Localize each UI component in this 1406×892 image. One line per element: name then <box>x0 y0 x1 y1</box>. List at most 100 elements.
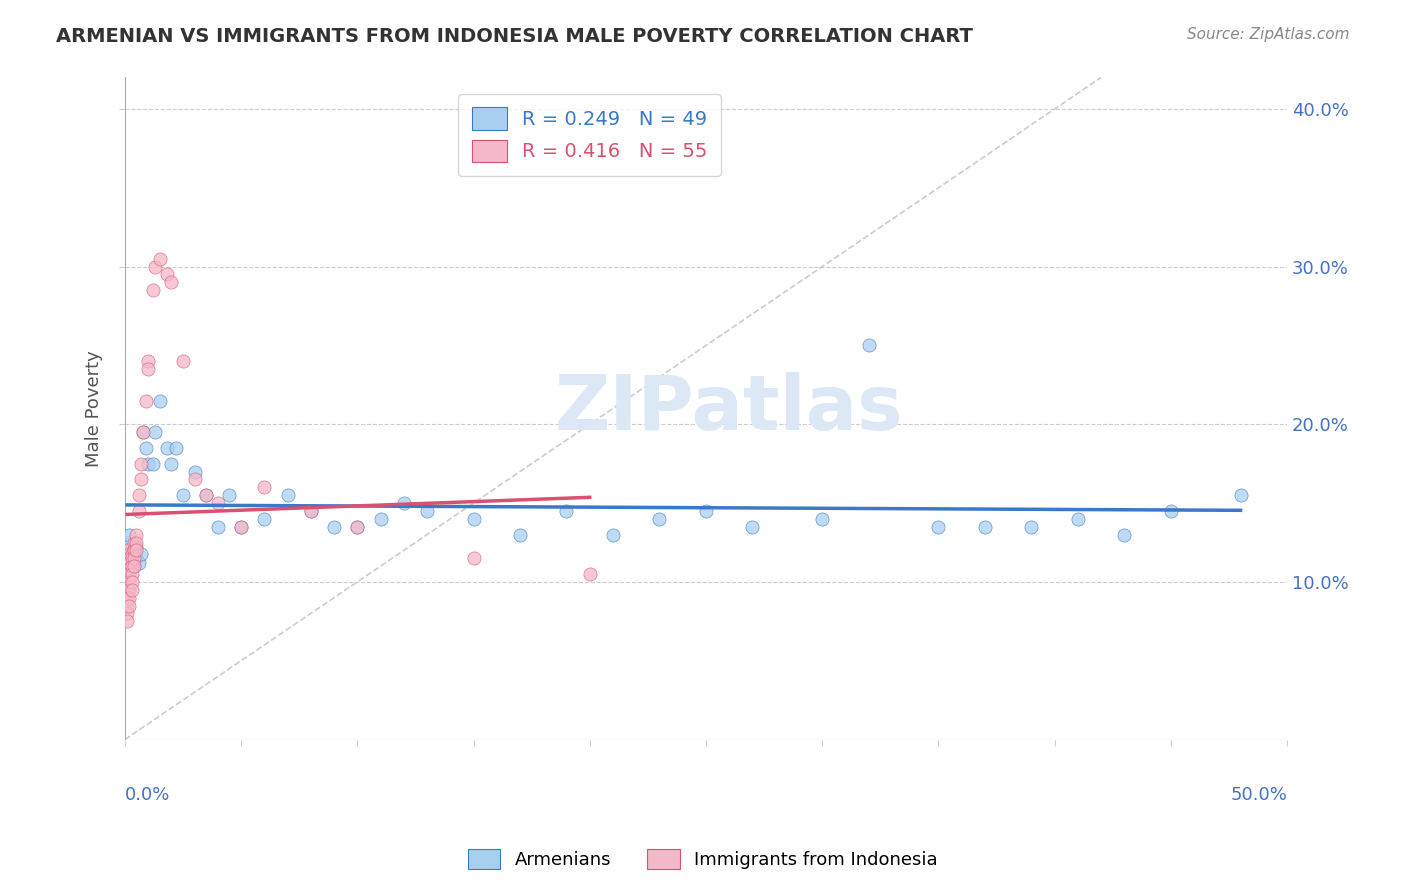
Point <box>115 599 138 613</box>
Point <box>143 260 166 274</box>
Text: 0.0%: 0.0% <box>125 786 170 804</box>
Point <box>602 527 624 541</box>
Point <box>277 488 299 502</box>
Point <box>229 520 252 534</box>
Point <box>129 457 152 471</box>
Point <box>299 504 322 518</box>
Point <box>149 252 172 266</box>
Point <box>229 520 252 534</box>
Point <box>118 574 141 589</box>
Point <box>115 551 138 566</box>
Text: Source: ZipAtlas.com: Source: ZipAtlas.com <box>1187 27 1350 42</box>
Point <box>183 472 205 486</box>
Point <box>695 504 717 518</box>
Point <box>121 551 143 566</box>
Point <box>142 283 165 297</box>
Point <box>346 520 368 534</box>
Point <box>129 472 152 486</box>
Point <box>121 582 143 597</box>
Point <box>195 488 218 502</box>
Point <box>1160 504 1182 518</box>
Point <box>118 551 141 566</box>
Point <box>121 547 143 561</box>
Text: 50.0%: 50.0% <box>1230 786 1286 804</box>
Point <box>125 551 148 566</box>
Point <box>463 551 485 566</box>
Point <box>118 582 141 597</box>
Point <box>299 504 322 518</box>
Point <box>183 465 205 479</box>
Point <box>136 362 159 376</box>
Point <box>115 591 138 605</box>
Point <box>142 457 165 471</box>
Point <box>973 520 995 534</box>
Point <box>160 276 183 290</box>
Point <box>118 591 141 605</box>
Point <box>156 441 179 455</box>
Point <box>160 457 183 471</box>
Point <box>578 567 600 582</box>
Point <box>122 535 145 549</box>
Point <box>118 599 141 613</box>
Point <box>370 512 392 526</box>
Point <box>118 547 141 561</box>
Point <box>122 551 145 566</box>
Point <box>149 393 172 408</box>
Point <box>811 512 834 526</box>
Point <box>555 504 578 518</box>
Point <box>172 488 194 502</box>
Point <box>323 520 346 534</box>
Point <box>122 543 145 558</box>
Point <box>129 547 152 561</box>
Y-axis label: Male Poverty: Male Poverty <box>86 351 103 467</box>
Point <box>1021 520 1043 534</box>
Point <box>253 512 276 526</box>
Point <box>132 425 155 439</box>
Point <box>136 354 159 368</box>
Point <box>121 559 143 574</box>
Point <box>121 574 143 589</box>
Point <box>1229 488 1251 502</box>
Point <box>121 551 143 566</box>
Point <box>927 520 949 534</box>
Point <box>195 488 218 502</box>
Point <box>143 425 166 439</box>
Point <box>125 535 148 549</box>
Point <box>463 512 485 526</box>
Point <box>118 527 141 541</box>
Point <box>115 535 138 549</box>
Point <box>218 488 240 502</box>
Point <box>741 520 763 534</box>
Point <box>118 543 141 558</box>
Point <box>115 543 138 558</box>
Point <box>156 268 179 282</box>
Point <box>118 562 141 576</box>
Point <box>416 504 439 518</box>
Text: ZIPatlas: ZIPatlas <box>555 371 904 445</box>
Point <box>207 520 229 534</box>
Point <box>1114 527 1136 541</box>
Legend: R = 0.249   N = 49, R = 0.416   N = 55: R = 0.249 N = 49, R = 0.416 N = 55 <box>458 94 721 176</box>
Point <box>253 480 276 494</box>
Point <box>135 393 157 408</box>
Legend: Armenians, Immigrants from Indonesia: Armenians, Immigrants from Indonesia <box>458 839 948 879</box>
Point <box>118 556 141 570</box>
Point <box>136 457 159 471</box>
Point <box>128 504 150 518</box>
Point <box>346 520 368 534</box>
Point <box>122 559 145 574</box>
Point <box>1067 512 1090 526</box>
Point <box>115 615 138 629</box>
Point <box>128 556 150 570</box>
Point <box>115 556 138 570</box>
Point <box>165 441 187 455</box>
Point <box>132 425 155 439</box>
Point <box>121 567 143 582</box>
Point <box>115 562 138 576</box>
Point <box>509 527 531 541</box>
Point <box>125 540 148 554</box>
Point <box>135 441 157 455</box>
Point <box>125 543 148 558</box>
Point <box>115 582 138 597</box>
Point <box>115 607 138 621</box>
